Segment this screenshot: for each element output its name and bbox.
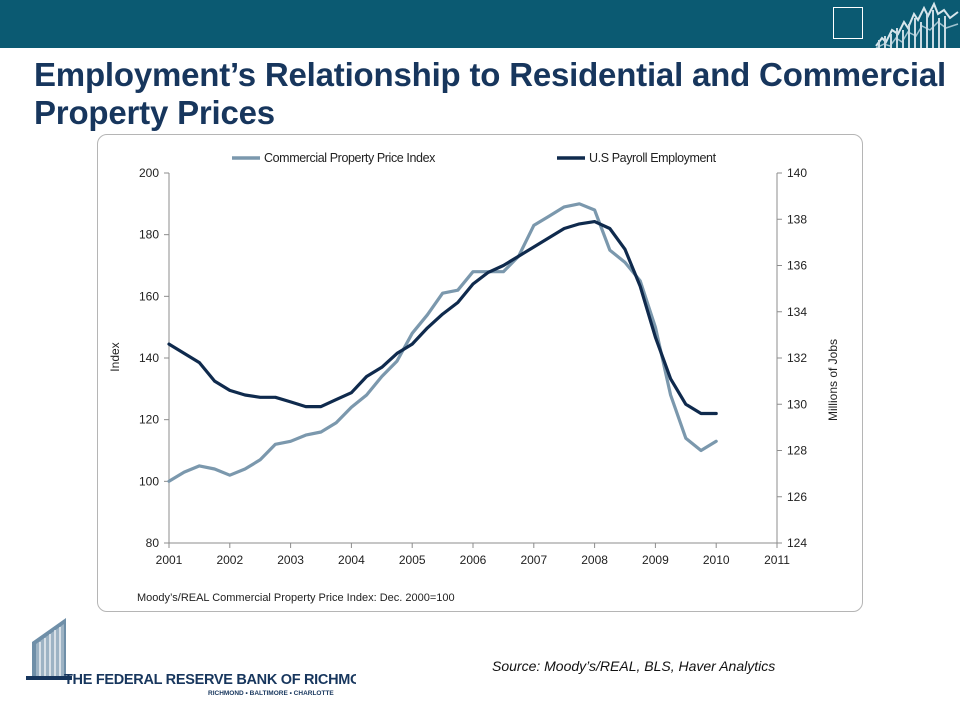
chart-frame — [97, 134, 863, 612]
legend-payroll-employment-label: U.S Payroll Employment — [589, 151, 717, 165]
right-tick-label: 124 — [787, 536, 807, 550]
payroll-employment-line — [167, 219, 718, 416]
right-tick-label: 138 — [787, 212, 807, 226]
logo-cities: RICHMOND • BALTIMORE • CHARLOTTE — [208, 690, 334, 697]
right-tick-label: 132 — [787, 351, 807, 365]
chart-series — [167, 202, 718, 483]
right-tick-label: 136 — [787, 259, 807, 273]
x-tick-label: 2007 — [520, 553, 547, 567]
x-tick-label: 2010 — [703, 553, 730, 567]
right-tick-label: 126 — [787, 490, 807, 504]
right-axis-label: Millions of Jobs — [826, 339, 840, 421]
x-tick-label: 2004 — [338, 553, 365, 567]
left-tick-label: 140 — [139, 351, 159, 365]
source-note: Source: Moody’s/REAL, BLS, Haver Analyti… — [492, 658, 776, 674]
left-tick-label: 100 — [139, 474, 159, 488]
right-tick-label: 140 — [787, 166, 807, 180]
x-tick-label: 2002 — [216, 553, 243, 567]
left-tick-label: 80 — [146, 536, 160, 550]
x-tick-label: 2009 — [642, 553, 669, 567]
left-tick-label: 180 — [139, 228, 159, 242]
logo-bank-name: THE FEDERAL RESERVE BANK OF RICHMOND — [64, 672, 356, 688]
x-tick-label: 2005 — [399, 553, 426, 567]
x-tick-label: 2001 — [156, 553, 183, 567]
stock-ticker-graphic-icon — [875, 1, 959, 48]
commercial-property-price-line — [167, 202, 718, 483]
x-tick-label: 2003 — [277, 553, 304, 567]
right-tick-label: 134 — [787, 305, 807, 319]
legend-commercial-property-label: Commercial Property Price Index — [264, 151, 436, 165]
right-tick-label: 128 — [787, 444, 807, 458]
top-banner — [0, 0, 960, 48]
x-tick-label: 2006 — [460, 553, 487, 567]
chart-axes: 80 100 120 140 160 180 200 124 126 128 130 132 134 13… — [139, 166, 807, 567]
federal-reserve-logo: THE FEDERAL RESERVE BANK OF RICHMOND RIC… — [26, 618, 356, 697]
left-axis-label: Index — [108, 342, 122, 371]
right-tick-label: 130 — [787, 397, 807, 411]
slide-square-icon — [833, 7, 863, 39]
x-tick-label: 2008 — [581, 553, 608, 567]
left-tick-label: 120 — [139, 413, 159, 427]
left-tick-label: 160 — [139, 289, 159, 303]
page-title: Employment’s Relationship to Residential… — [34, 56, 946, 131]
chart-legend: Commercial Property Price Index U.S Payro… — [232, 151, 717, 165]
chart-note: Moody’s/REAL Commercial Property Price I… — [137, 592, 455, 604]
x-tick-label: 2011 — [764, 553, 790, 567]
line-chart: 80 100 120 140 160 180 200 124 126 128 130 132 134 13… — [108, 151, 840, 604]
left-tick-label: 200 — [139, 166, 159, 180]
building-logo-icon — [26, 618, 72, 680]
